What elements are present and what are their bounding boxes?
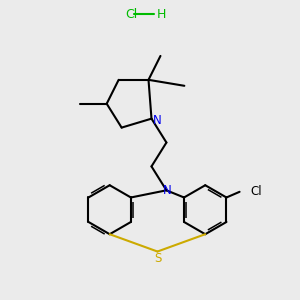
Text: Cl: Cl: [125, 8, 138, 21]
Text: N: N: [152, 114, 161, 127]
Text: N: N: [163, 184, 171, 197]
Text: Cl: Cl: [250, 185, 262, 198]
Text: H: H: [157, 8, 166, 21]
Text: S: S: [154, 252, 161, 265]
